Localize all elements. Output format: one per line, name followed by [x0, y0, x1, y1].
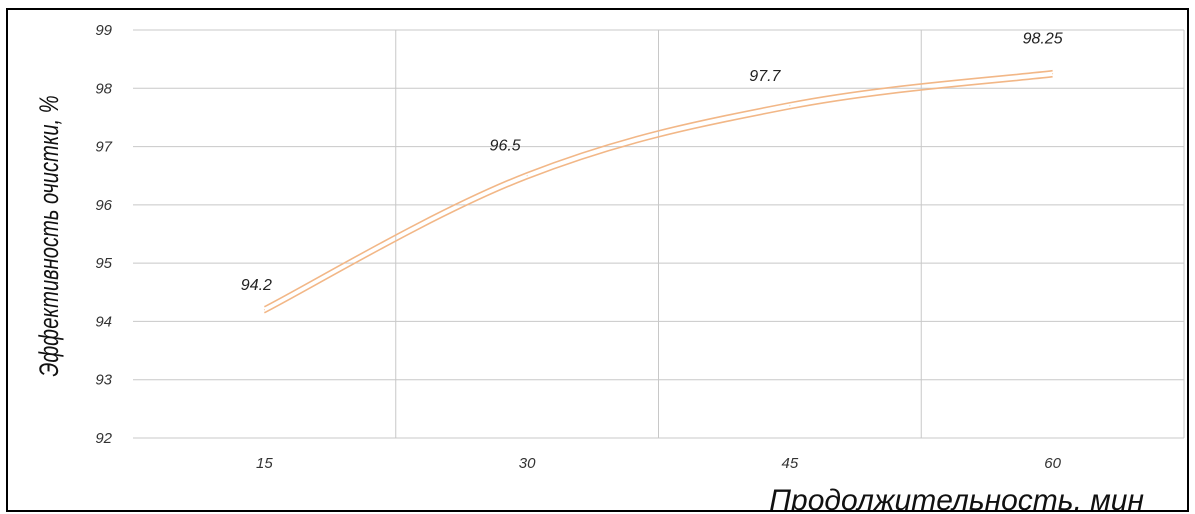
data-label: 98.25: [1023, 31, 1063, 48]
y-tick-label: 94: [95, 313, 112, 330]
y-tick-label: 95: [95, 255, 112, 272]
x-tick-label: 45: [782, 455, 799, 472]
x-axis-title: Продолжительность, мин: [769, 484, 1144, 512]
x-tick-label: 15: [256, 455, 273, 472]
chart-frame: 92 93 94 95 96 97 98 99 15 30 45 60 94.2 96.5 97.7 98…: [6, 8, 1189, 512]
data-labels: 94.2 96.5 97.7 98.25: [241, 31, 1063, 294]
data-point-15: [263, 309, 265, 311]
y-axis-tick-labels: 92 93 94 95 96 97 98 99: [95, 22, 112, 447]
y-tick-label: 92: [95, 430, 112, 447]
series-line-lower: [264, 75, 1053, 314]
data-point-60: [1052, 73, 1054, 75]
x-tick-label: 30: [519, 455, 536, 472]
data-point-45: [789, 105, 791, 107]
data-point-30: [526, 175, 528, 177]
y-tick-label: 93: [95, 372, 112, 389]
y-tick-label: 98: [95, 80, 112, 97]
y-tick-label: 96: [95, 197, 112, 214]
data-label: 94.2: [241, 277, 272, 294]
y-tick-label: 97: [95, 139, 112, 156]
x-axis-tick-labels: 15 30 45 60: [256, 455, 1062, 472]
series-lines: [263, 69, 1054, 314]
series-line-upper: [264, 69, 1053, 308]
y-axis-title: Эффективность очистки, %: [34, 95, 65, 376]
x-tick-label: 60: [1044, 455, 1061, 472]
line-chart: 92 93 94 95 96 97 98 99 15 30 45 60 94.2 96.5 97.7 98…: [34, 22, 1185, 512]
vertical-gridlines: [395, 30, 1185, 438]
data-label: 96.5: [490, 138, 521, 155]
y-tick-label: 99: [95, 22, 112, 39]
data-label: 97.7: [749, 68, 781, 85]
